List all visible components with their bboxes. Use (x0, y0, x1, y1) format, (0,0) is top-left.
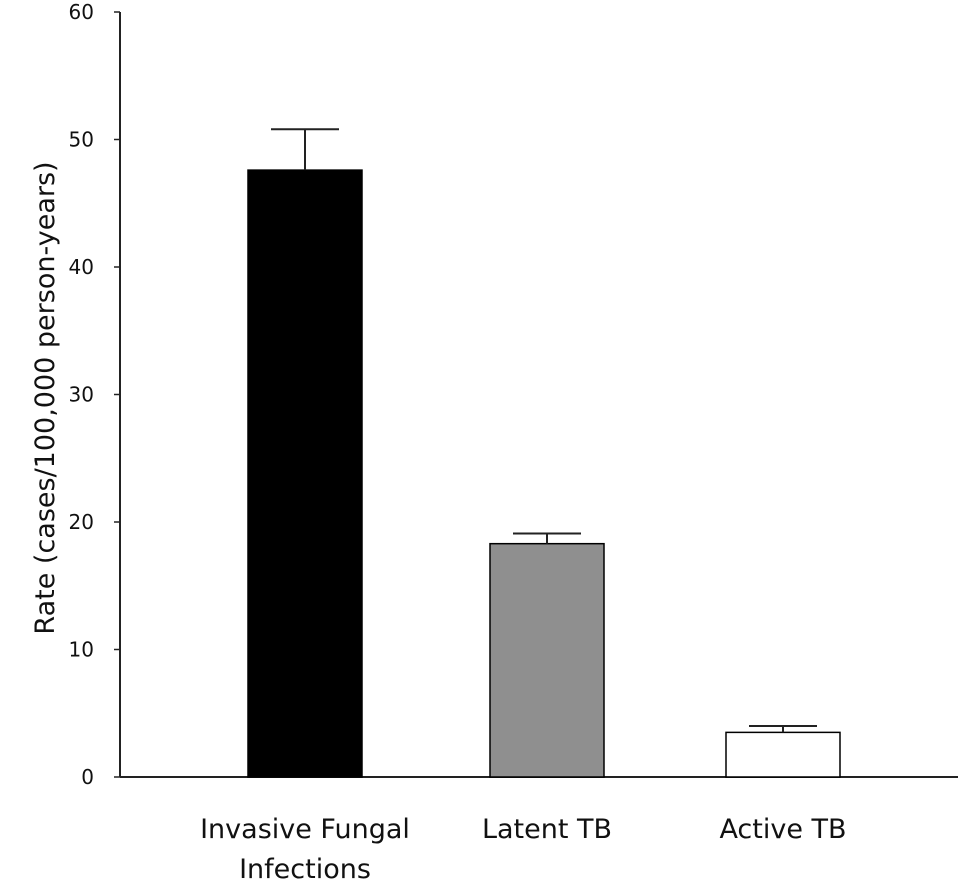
bar (247, 169, 363, 778)
x-category-label: Invasive Fungal (200, 814, 410, 845)
y-tick-label: 30 (69, 383, 94, 407)
x-category-label: Latent TB (482, 814, 612, 845)
x-category-label: Active TB (719, 814, 846, 845)
y-tick-label: 20 (69, 510, 94, 534)
x-category-label: Infections (239, 854, 371, 885)
y-tick-label: 60 (69, 0, 94, 24)
bar (489, 542, 605, 778)
y-tick-label: 0 (81, 765, 94, 789)
y-tick-label: 50 (69, 128, 94, 152)
bars (247, 169, 841, 778)
error-bars (271, 128, 817, 733)
y-axis-title: Rate (cases/100,000 person-years) (30, 161, 61, 634)
y-tick-label: 40 (69, 255, 94, 279)
y-tick-label: 10 (69, 638, 94, 662)
bar (725, 731, 841, 778)
y-axis: 0 10 20 30 40 50 60 (69, 0, 121, 789)
category-labels: Invasive Fungal Infections Latent TB Active… (200, 814, 846, 885)
